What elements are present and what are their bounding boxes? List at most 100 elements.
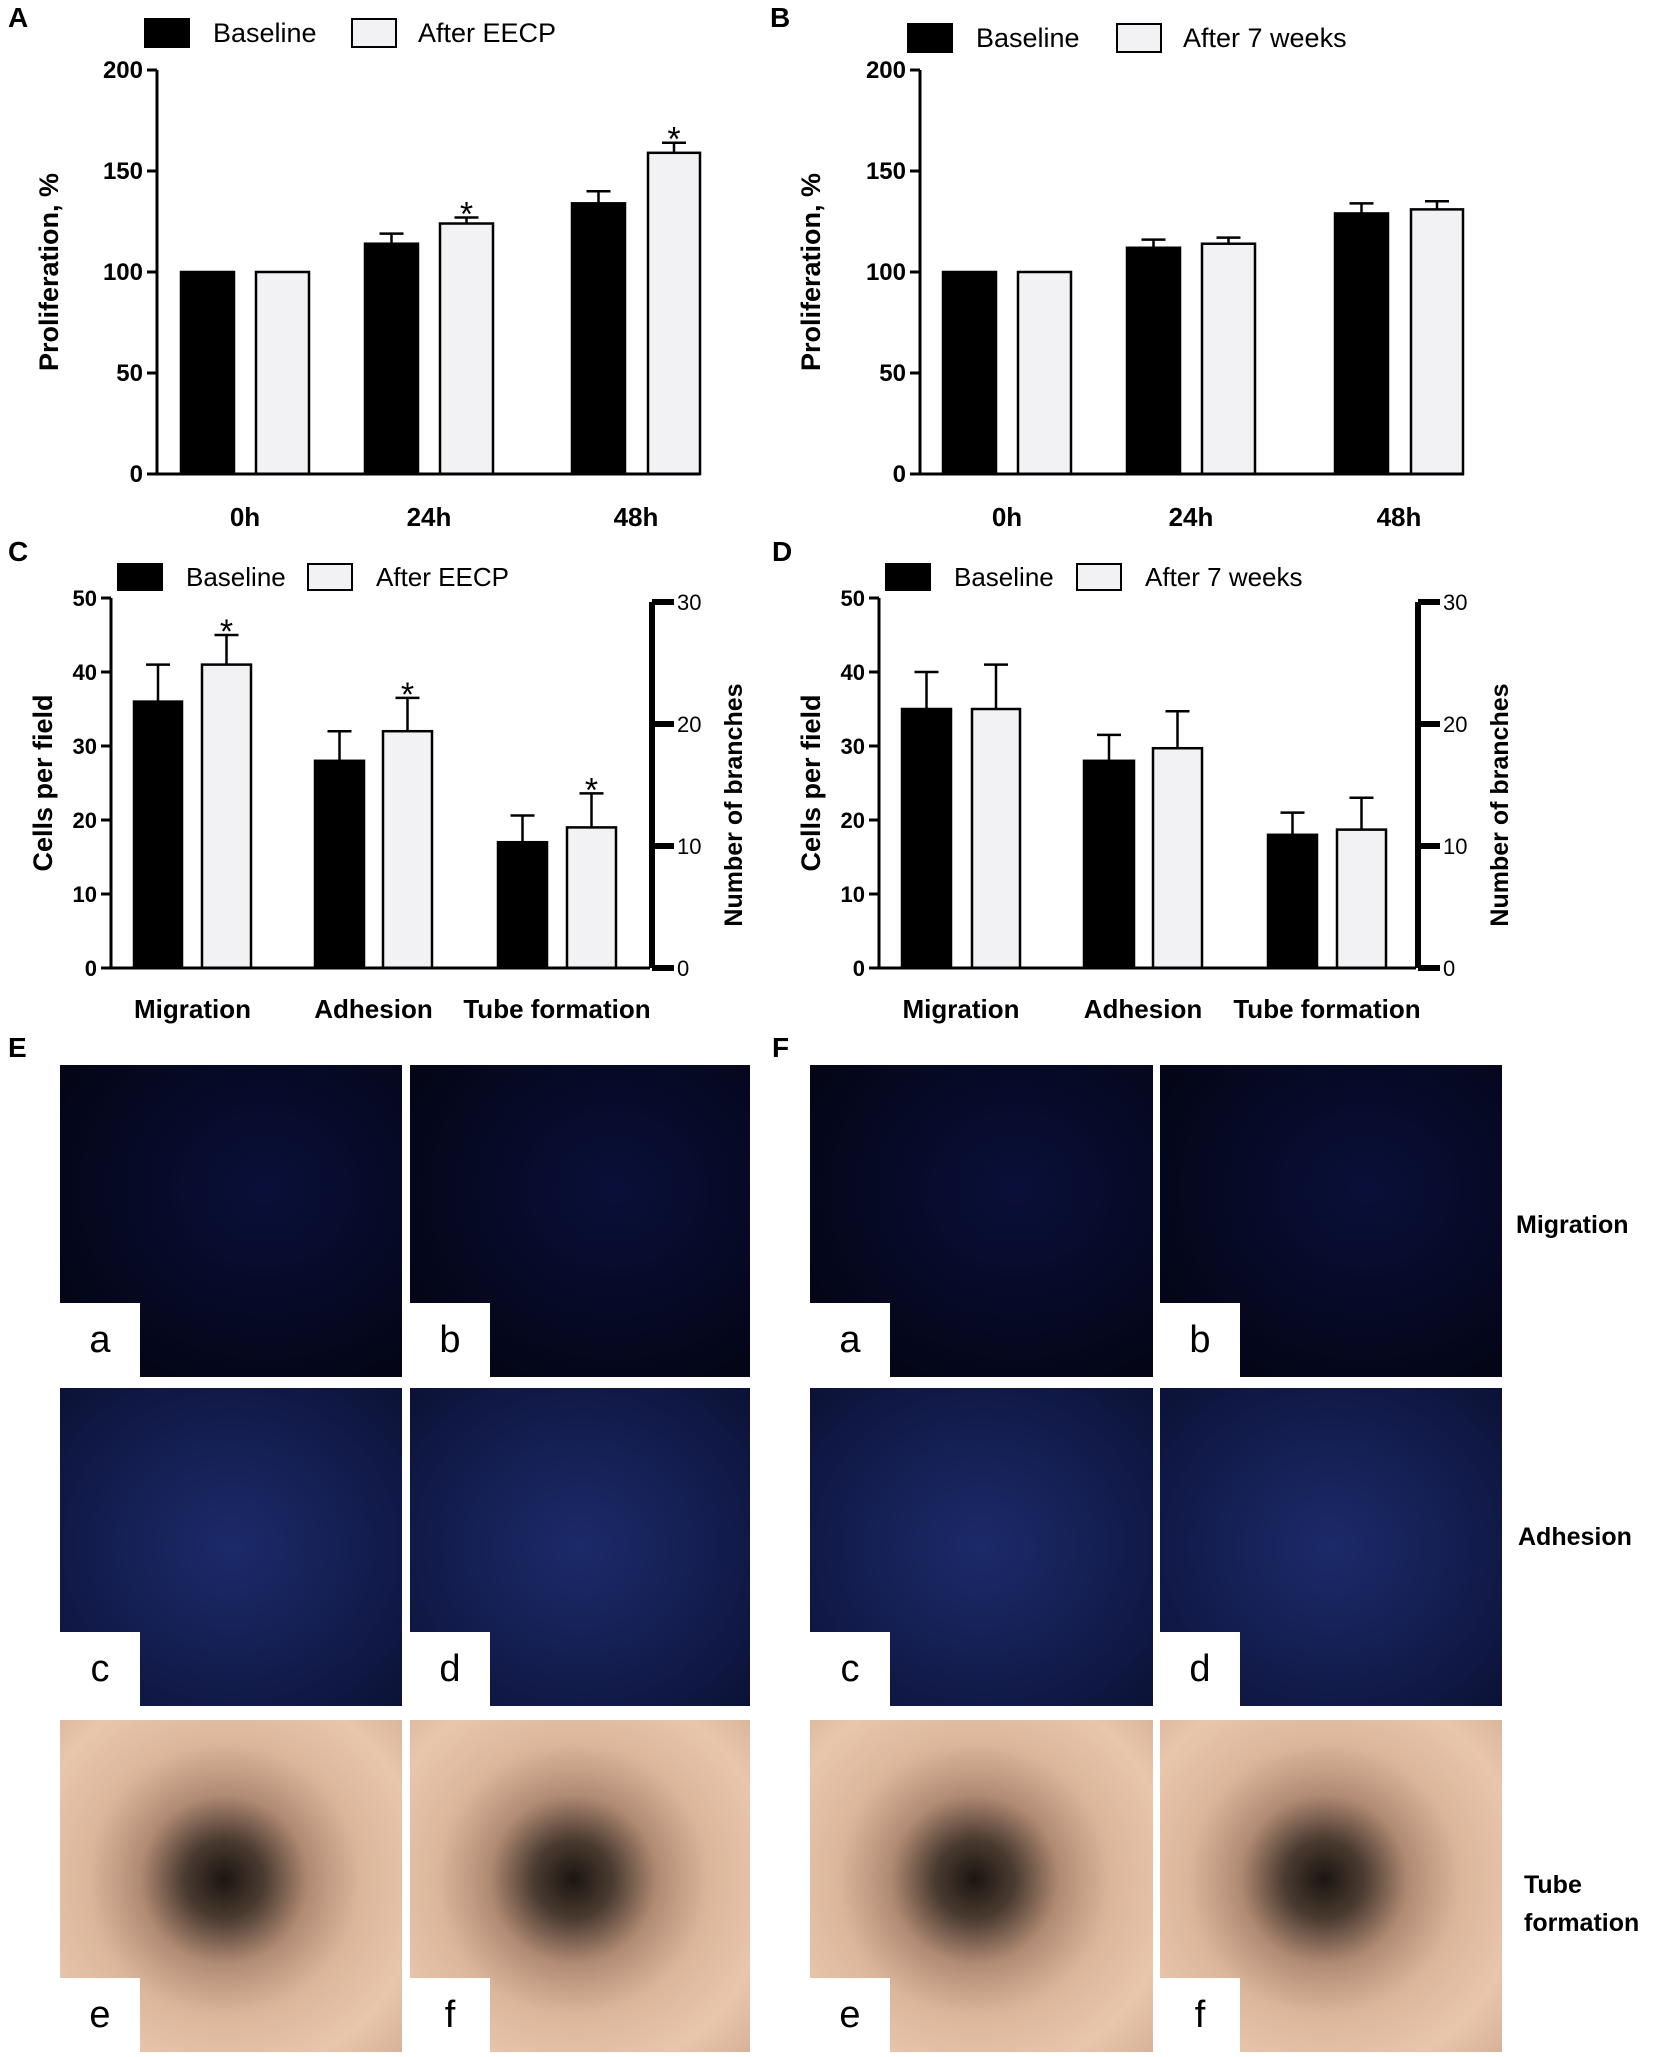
x-tick-label: Migration	[134, 994, 251, 1024]
bar-baseline	[941, 270, 998, 476]
micrograph-e-adhesion-baseline: c	[60, 1388, 402, 1706]
legend-label-after: After EECP	[418, 18, 556, 48]
micrograph-f-migration-baseline: a	[810, 1065, 1153, 1377]
y2-tick-label: 10	[677, 834, 701, 859]
row-label-adhesion: Adhesion	[1518, 1523, 1632, 1551]
legend-swatch-after	[1116, 23, 1162, 53]
bar-baseline	[496, 840, 549, 970]
x-tick-label: Tube formation	[1233, 994, 1420, 1024]
function-chart-eecp: Baseline After EECP * Migration * Adhesion * Tu…	[28, 562, 748, 1024]
bar-after	[565, 826, 618, 970]
legend-swatch-baseline	[144, 18, 190, 48]
x-tick-label: 48h	[1377, 502, 1422, 532]
micrograph-e-tube-baseline: e	[60, 1720, 402, 2052]
legend-swatch-after	[307, 563, 353, 591]
bar-baseline	[1082, 759, 1136, 970]
y2-tick-label: 20	[677, 712, 701, 737]
bar-after	[1200, 242, 1257, 476]
bar-after	[200, 663, 253, 970]
bar-after	[254, 270, 311, 476]
y2-tick-label: 30	[1443, 590, 1467, 615]
legend-label-after: After EECP	[376, 562, 509, 592]
legend-label-baseline: Baseline	[954, 562, 1054, 592]
legend-swatch-baseline	[117, 563, 163, 591]
y-tick-label: 10	[73, 882, 97, 907]
panel-letter-e: E	[8, 1032, 27, 1063]
legend-label-after: After 7 weeks	[1183, 23, 1347, 53]
bar-baseline	[1125, 246, 1182, 476]
bar-after	[1016, 270, 1073, 476]
significance-star: *	[667, 121, 680, 159]
significance-star: *	[220, 613, 233, 651]
bar-after	[438, 222, 495, 476]
proliferation-chart-7-weeks: Baseline After 7 weeks 0h 24h 48h 0 50 100 150 20…	[796, 23, 1465, 532]
y2-tick-label: 30	[677, 590, 701, 615]
micrograph-f-migration-after: b	[1160, 1065, 1502, 1377]
micrograph-label: a	[60, 1303, 140, 1377]
function-chart-7-weeks: Baseline After 7 weeks Migration Adhesion Tu…	[796, 562, 1514, 1024]
micrograph-f-tube-after: f	[1160, 1720, 1502, 2052]
y-axis-label: Cells per field	[796, 694, 826, 871]
y2-tick-label: 0	[677, 956, 689, 981]
bar-after	[1335, 828, 1388, 970]
micrograph-e-tube-after: f	[410, 1720, 750, 2052]
y-tick-label: 0	[893, 461, 906, 488]
y-tick-label: 10	[841, 882, 865, 907]
bar-after	[646, 151, 702, 476]
micrograph-label: e	[810, 1978, 890, 2052]
row-label-tube: Tube	[1524, 1871, 1582, 1899]
legend-label-baseline: Baseline	[186, 562, 286, 592]
y-axis-label: Cells per field	[28, 694, 58, 871]
significance-star: *	[401, 676, 414, 714]
y-tick-label: 50	[879, 360, 906, 387]
y-tick-label: 0	[85, 956, 97, 981]
y2-axis-label: Number of branches	[720, 683, 748, 926]
micrograph-label: c	[60, 1632, 140, 1706]
micrograph-f-adhesion-after: d	[1160, 1388, 1502, 1706]
x-tick-label: Adhesion	[314, 994, 432, 1024]
y-tick-label: 50	[73, 586, 97, 611]
y2-tick-label: 10	[1443, 834, 1467, 859]
micrograph-label: b	[410, 1303, 490, 1377]
micrograph-e-migration-after: b	[410, 1065, 750, 1377]
y-tick-label: 200	[866, 57, 906, 84]
bar-baseline	[179, 270, 236, 476]
micrograph-e-adhesion-after: d	[410, 1388, 750, 1706]
bar-baseline	[1333, 212, 1390, 476]
legend-swatch-after	[1076, 563, 1122, 591]
significance-star: *	[585, 771, 598, 809]
y-tick-label: 30	[73, 734, 97, 759]
x-tick-label: 48h	[614, 502, 659, 532]
legend-label-after: After 7 weeks	[1145, 562, 1303, 592]
micrograph-f-tube-baseline: e	[810, 1720, 1153, 2052]
bar-baseline	[900, 707, 953, 970]
legend-label-baseline: Baseline	[213, 18, 317, 48]
micrograph-label: a	[810, 1303, 890, 1377]
y-tick-label: 150	[103, 158, 143, 185]
x-tick-label: 0h	[230, 502, 260, 532]
micrograph-label: c	[810, 1632, 890, 1706]
bar-baseline	[313, 759, 366, 970]
bar-baseline	[1266, 833, 1319, 970]
micrograph-e-migration-baseline: a	[60, 1065, 402, 1377]
y-tick-label: 50	[116, 360, 143, 387]
y-tick-label: 40	[73, 660, 97, 685]
legend-swatch-after	[351, 18, 397, 48]
micrograph-f-adhesion-baseline: c	[810, 1388, 1153, 1706]
x-tick-label: Tube formation	[463, 994, 650, 1024]
y-tick-label: 100	[866, 259, 906, 286]
y-tick-label: 0	[853, 956, 865, 981]
micrograph-label: f	[1160, 1978, 1240, 2052]
x-tick-label: 24h	[1169, 502, 1214, 532]
y-tick-label: 30	[841, 734, 865, 759]
micrograph-label: d	[1160, 1632, 1240, 1706]
y2-axis-label: Number of branches	[1486, 683, 1514, 926]
legend-swatch-baseline	[885, 563, 931, 591]
bar-baseline	[132, 700, 184, 970]
micrograph-label: e	[60, 1978, 140, 2052]
y-axis-label: Proliferation, %	[796, 173, 826, 371]
y-tick-label: 100	[103, 259, 143, 286]
x-tick-label: 24h	[407, 502, 452, 532]
y-tick-label: 150	[866, 158, 906, 185]
y-tick-label: 20	[73, 808, 97, 833]
